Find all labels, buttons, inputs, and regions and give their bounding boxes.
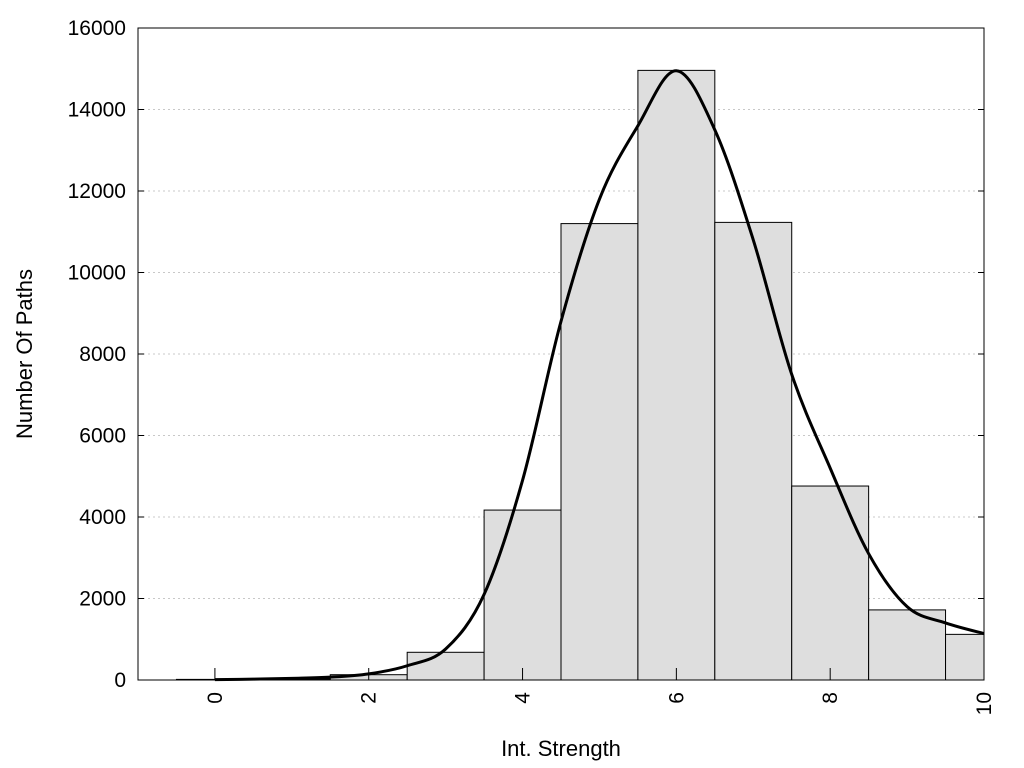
fit-curve-line	[214, 69, 985, 682]
y-tick-label: 12000	[68, 180, 126, 203]
y-tick-label: 2000	[79, 588, 126, 611]
y-tick-label: 14000	[68, 99, 126, 122]
y-tick-label: 16000	[68, 17, 126, 40]
histogram-bar	[945, 633, 985, 681]
y-tick-label: 4000	[79, 506, 126, 529]
histogram-bar	[791, 485, 870, 681]
y-tick-label: 8000	[79, 343, 126, 366]
histogram-bar	[637, 69, 716, 681]
histogram-bar	[560, 223, 639, 681]
y-tick-label: 10000	[68, 262, 126, 285]
y-tick-label: 6000	[79, 425, 126, 448]
histogram-bar	[406, 651, 485, 681]
histogram-bar	[483, 509, 562, 681]
x-tick-label: 0	[204, 692, 227, 704]
fit-curve	[214, 69, 985, 682]
y-axis-title: Number Of Paths	[12, 269, 37, 439]
x-tick-label: 8	[819, 692, 842, 704]
x-tick-label: 10	[973, 692, 996, 715]
x-tick-label: 6	[665, 692, 688, 704]
histogram-bar	[714, 221, 793, 681]
x-tick-label: 4	[512, 692, 535, 704]
y-tick-label: 0	[114, 669, 126, 692]
bars	[175, 69, 985, 681]
x-axis-ticks: 0 2 4 6 8 10	[204, 668, 996, 715]
x-axis-title: Int. Strength	[501, 736, 621, 761]
x-tick-label: 2	[358, 692, 381, 704]
y-axis-ticks: 0 2000 4000 6000 8000 10000 12000 14000 16000	[68, 17, 984, 692]
